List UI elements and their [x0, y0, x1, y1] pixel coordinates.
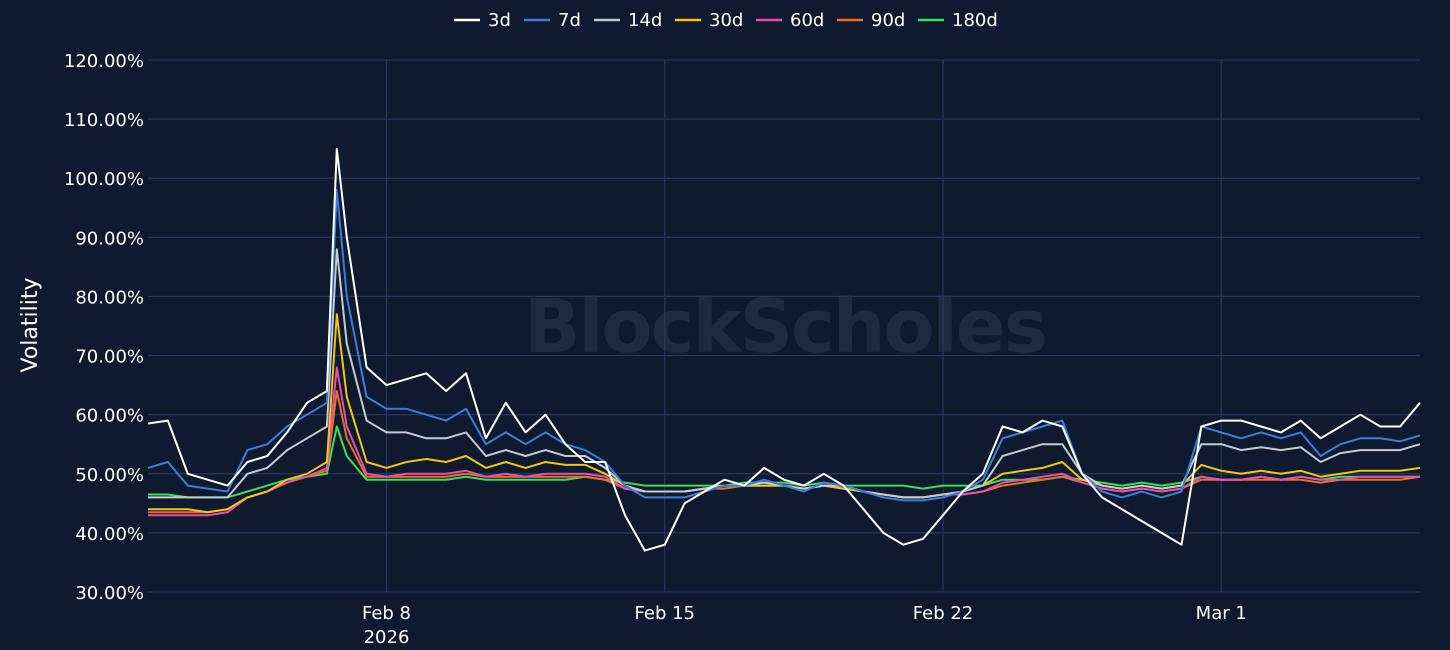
legend-label: 180d	[952, 10, 998, 31]
series-lines	[147, 147, 1421, 552]
x-axis: Feb 8 2026 Feb 15 Feb 22 Mar 1	[362, 603, 1247, 648]
series-line-7d	[147, 189, 1421, 502]
legend-label: 60d	[790, 10, 824, 31]
legend-item-90d[interactable]: 90d	[837, 10, 905, 31]
y-tick-label: 80.00%	[75, 287, 144, 308]
y-tick-label: 110.00%	[64, 110, 144, 131]
legend-label: 90d	[871, 10, 905, 31]
legend-item-30d[interactable]: 30d	[675, 10, 743, 31]
x-tick-label: Feb 22	[913, 603, 974, 624]
series-line-3d	[147, 147, 1421, 552]
x-tick-sublabel: 2026	[364, 627, 410, 648]
legend-label: 3d	[488, 10, 511, 31]
x-tick-label: Mar 1	[1196, 603, 1247, 624]
legend-item-7d[interactable]: 7d	[524, 10, 581, 31]
y-tick-label: 120.00%	[64, 51, 144, 72]
y-tick-label: 70.00%	[75, 347, 144, 368]
legend-item-3d[interactable]: 3d	[454, 10, 511, 31]
series-line-14d	[148, 248, 1421, 499]
series-line-30d	[148, 313, 1421, 514]
y-axis-title: Volatility	[18, 277, 43, 372]
y-tick-label: 40.00%	[75, 524, 144, 545]
chart-grid	[148, 59, 1420, 593]
y-tick-label: 100.00%	[64, 169, 144, 190]
series-line-60d	[148, 366, 1420, 517]
legend-label: 30d	[709, 10, 743, 31]
x-tick-label: Feb 15	[635, 603, 696, 624]
y-tick-label: 60.00%	[75, 406, 144, 427]
series-line-180d	[148, 425, 1420, 499]
legend[interactable]: 3d 7d 14d 30d 60d 90d 180d	[454, 10, 998, 31]
legend-label: 14d	[628, 10, 662, 31]
y-tick-label: 30.00%	[75, 583, 144, 604]
y-axis: 30.00% 40.00% 50.00% 60.00% 70.00% 80.00% 90.0…	[64, 51, 144, 604]
y-tick-label: 90.00%	[75, 228, 144, 249]
y-tick-label: 50.00%	[75, 465, 144, 486]
legend-item-60d[interactable]: 60d	[756, 10, 824, 31]
legend-item-14d[interactable]: 14d	[594, 10, 662, 31]
legend-item-180d[interactable]: 180d	[918, 10, 998, 31]
x-tick-label: Feb 8	[362, 603, 411, 624]
legend-label: 7d	[558, 10, 581, 31]
series-line-90d	[148, 390, 1421, 514]
